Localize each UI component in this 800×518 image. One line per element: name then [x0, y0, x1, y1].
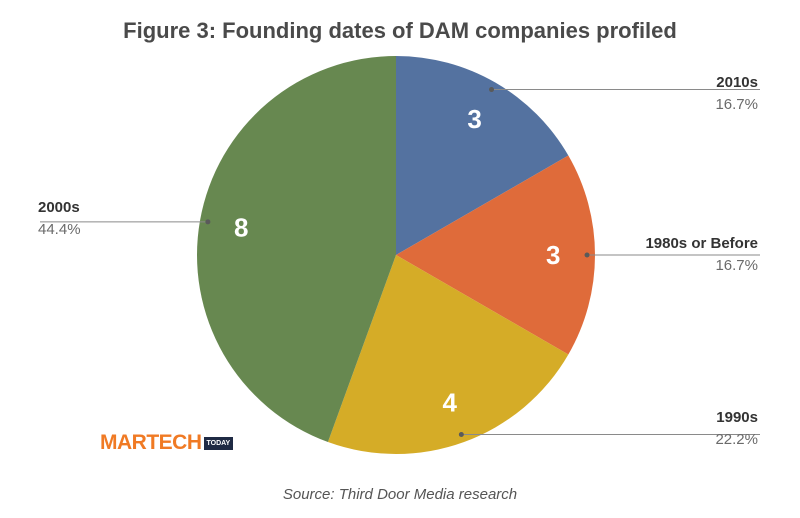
pie-slice-2000s: [197, 56, 396, 442]
leader-dot-1980s-or-before: [584, 252, 590, 258]
slice-percent-1990s: 22.2%: [715, 431, 758, 448]
slice-percent-2000s: 44.4%: [38, 221, 81, 238]
slice-count-1990s: 4: [443, 388, 458, 418]
slice-percent-1980s-or-before: 16.7%: [715, 257, 758, 274]
slice-count-1980s-or-before: 3: [546, 240, 560, 270]
leader-dot-1990s: [458, 432, 464, 438]
martech-today-logo: MARTECH TODAY: [100, 431, 234, 454]
slice-count-2000s: 8: [234, 213, 248, 243]
slice-count-2010s: 3: [467, 104, 481, 134]
pie-slice-1980s-or-before: [396, 155, 595, 355]
logo-wordmark: MARTECH: [100, 431, 202, 454]
source-note: Source: Third Door Media research: [282, 486, 518, 503]
leader-dot-2000s: [205, 219, 211, 225]
leader-dot-2010s: [489, 87, 495, 93]
pie-slice-2010s: [396, 56, 569, 255]
pie-slice-1990s: [327, 255, 569, 454]
slice-percent-2010s: 16.7%: [715, 96, 758, 113]
slice-label-1980s-or-before: 1980s or Before: [645, 235, 758, 252]
slice-label-2000s: 2000s: [38, 199, 80, 216]
chart-title: Figure 3: Founding dates of DAM companie…: [123, 18, 677, 43]
logo-tag: TODAY: [203, 436, 234, 450]
slice-label-2010s: 2010s: [716, 74, 758, 91]
slice-label-1990s: 1990s: [716, 409, 758, 426]
